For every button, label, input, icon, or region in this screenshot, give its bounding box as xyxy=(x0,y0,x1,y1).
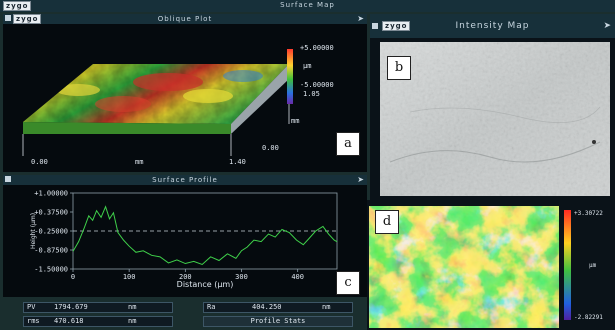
intensity-pin-icon[interactable]: ➤ xyxy=(603,21,612,31)
ra-value: 404.250 xyxy=(252,303,282,311)
profile-stats-button-label: Profile Stats xyxy=(250,317,306,325)
oblique-color-scale xyxy=(287,49,293,104)
rms-unit: nm xyxy=(128,317,137,325)
y-tick-label: -0.87500 xyxy=(34,247,68,255)
y-tick-label: +1.00000 xyxy=(34,190,68,198)
pv-value: 1794.679 xyxy=(54,303,88,311)
intensity-image xyxy=(380,42,610,196)
panel-label-c: c xyxy=(336,271,360,295)
oblique-title-bar: zygo Oblique Plot ➤ xyxy=(3,14,367,24)
oblique-plot-panel: zygo Oblique Plot ➤ xyxy=(3,14,367,172)
zygo-logo: zygo xyxy=(3,1,32,11)
surface-side-face xyxy=(231,64,289,134)
oblique-x-start: 0.00 xyxy=(31,158,48,166)
pv-unit: nm xyxy=(128,303,137,311)
y-tick-label: -1.50000 xyxy=(34,266,68,274)
colormap-scale-unit: µm xyxy=(589,262,597,269)
oblique-scale-bottom: -5.00000 xyxy=(300,81,334,89)
pv-label: PV xyxy=(27,303,36,311)
oblique-x-end: 1.40 xyxy=(229,158,246,166)
y-tick-label: +0.37500 xyxy=(34,209,68,217)
main-title-bar: zygo Surface Map xyxy=(0,0,615,12)
pin-icon[interactable]: ➤ xyxy=(357,14,365,23)
oblique-scale-top: +5.00000 xyxy=(300,44,334,52)
window-title: Surface Map xyxy=(280,1,335,9)
panel-label-d: d xyxy=(375,210,399,234)
rms-label: rms xyxy=(27,317,40,325)
profile-pin-icon[interactable]: ➤ xyxy=(357,175,365,184)
x-tick-label: 300 xyxy=(235,273,248,281)
colormap-scale-top: +3.30722 xyxy=(574,210,603,217)
intensity-zygo-logo: zygo xyxy=(382,21,411,31)
ra-stat: Ra 404.250 nm xyxy=(203,302,353,313)
x-tick-label: 0 xyxy=(71,273,75,281)
ra-label: Ra xyxy=(207,303,216,311)
profile-menu-icon[interactable] xyxy=(5,176,11,182)
intensity-map-title: Intensity Map xyxy=(455,21,530,31)
oblique-depth-unit: mm xyxy=(291,117,300,125)
ra-unit: nm xyxy=(322,303,331,311)
colormap-scale-bar xyxy=(564,210,571,320)
profile-title-bar: Surface Profile ➤ xyxy=(3,175,367,185)
oblique-zygo-logo: zygo xyxy=(13,14,42,24)
panel-label-b: b xyxy=(387,56,411,80)
intensity-menu-icon[interactable] xyxy=(372,23,378,29)
colormap-scale-bottom: -2.82291 xyxy=(574,314,603,321)
color-height-map xyxy=(369,206,559,328)
surface-profile-title: Surface Profile xyxy=(152,176,218,184)
profile-series-line xyxy=(72,205,338,266)
oblique-x-unit: mm xyxy=(135,158,144,166)
intensity-map-panel: zygo Intensity Map ➤ b xyxy=(370,14,615,200)
rms-value: 470.618 xyxy=(54,317,84,325)
window-menu-icon[interactable] xyxy=(5,15,11,21)
color-map-panel: +3.30722 µm -2.82291 d xyxy=(367,200,615,330)
intensity-title-bar: zygo Intensity Map ➤ xyxy=(370,14,615,38)
x-axis-label: Distance (µm) xyxy=(177,280,234,289)
surface-profile-chart: +1.00000 +0.37500 -0.25000 -0.87500 -1.50000… xyxy=(30,190,338,289)
oblique-plot-title: Oblique Plot xyxy=(157,15,213,23)
y-axis-label: Height (µm) xyxy=(30,213,37,249)
rms-stat: rms 470.618 nm xyxy=(23,316,173,327)
surface-front-face xyxy=(23,122,231,134)
x-tick-label: 200 xyxy=(179,273,192,281)
oblique-scale-unit: µm xyxy=(303,62,312,70)
panel-label-a: a xyxy=(336,132,360,156)
surface-profile-panel: Surface Profile ➤ +1.00000 +0.37500 -0.250… xyxy=(3,175,367,297)
x-tick-label: 100 xyxy=(123,273,136,281)
profile-stats-button[interactable]: Profile Stats xyxy=(203,316,353,327)
x-tick-label: 400 xyxy=(291,273,304,281)
y-tick-label: -0.25000 xyxy=(34,228,68,236)
pv-stat: PV 1794.679 nm xyxy=(23,302,173,313)
oblique-depth-zero: 0.00 xyxy=(262,144,279,152)
oblique-3d-surface xyxy=(22,49,293,156)
profile-stats-bar: PV 1794.679 nm rms 470.618 nm Ra 404.250… xyxy=(3,298,367,330)
oblique-depth-tick: 1.05 xyxy=(303,90,320,98)
